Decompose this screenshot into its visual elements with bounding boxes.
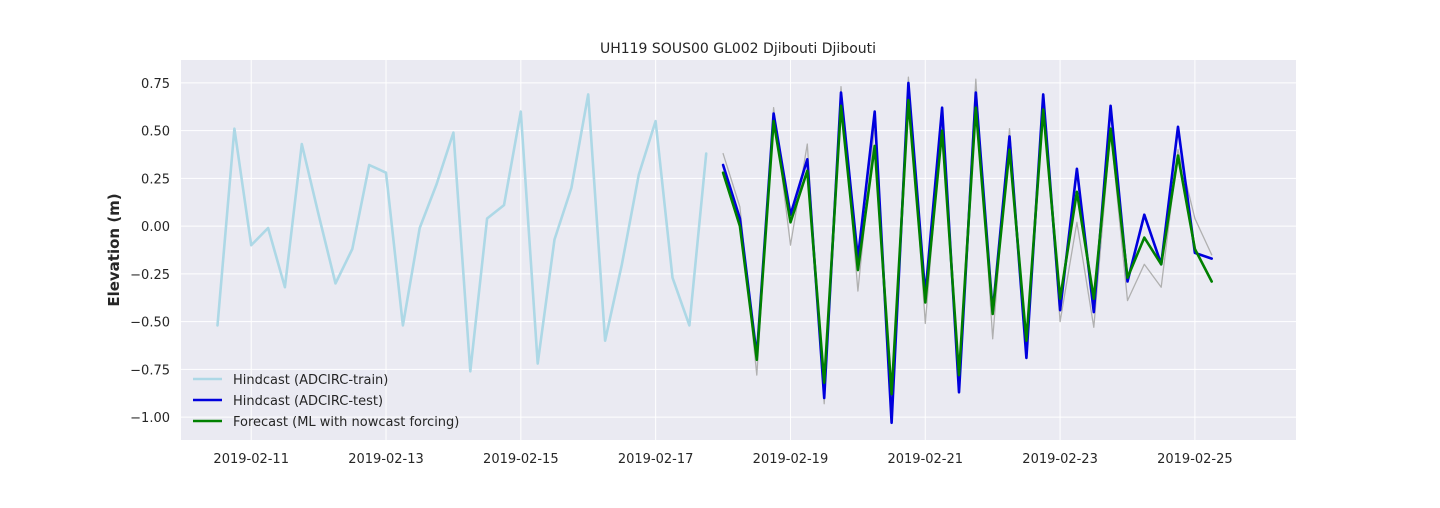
- y-axis-label: Elevation (m): [105, 193, 123, 306]
- y-tick-label: −0.75: [130, 363, 170, 378]
- series-line-1: [216, 93, 708, 373]
- legend-label: Hindcast (ADCIRC-train): [233, 373, 388, 388]
- series-line-3: [721, 98, 1213, 396]
- legend-label: Forecast (ML with nowcast forcing): [233, 415, 459, 430]
- x-tick-label: 2019-02-15: [483, 452, 559, 467]
- x-tick-labels: 2019-02-11 2019-02-13 2019-02-15 2019-02-17…: [213, 452, 1232, 467]
- y-tick-label: 0.75: [141, 77, 170, 92]
- x-tick-label: 2019-02-13: [348, 452, 424, 467]
- y-tick-labels: 0.75 0.50 0.25 0.00 −0.25 −0.50 −0.75 −1.00: [130, 77, 170, 426]
- x-tick-label: 2019-02-19: [753, 452, 829, 467]
- chart-title: UH119 SOUS00 GL002 Djibouti Djibouti: [600, 41, 876, 57]
- y-tick-label: −0.50: [130, 316, 170, 331]
- series-layer: [216, 76, 1213, 425]
- y-tick-label: 0.50: [141, 125, 170, 140]
- x-tick-label: 2019-02-17: [618, 452, 694, 467]
- x-tick-label: 2019-02-23: [1022, 452, 1098, 467]
- x-tick-label: 2019-02-21: [887, 452, 963, 467]
- y-tick-label: −0.25: [130, 268, 170, 283]
- legend-label: Hindcast (ADCIRC-test): [233, 394, 383, 409]
- y-tick-label: 0.25: [141, 172, 170, 187]
- x-tick-label: 2019-02-25: [1157, 452, 1233, 467]
- y-tick-label: −1.00: [130, 411, 170, 426]
- y-tick-label: 0.00: [141, 220, 170, 235]
- legend: Hindcast (ADCIRC-train) Hindcast (ADCIRC-…: [193, 373, 459, 430]
- x-tick-label: 2019-02-11: [213, 452, 289, 467]
